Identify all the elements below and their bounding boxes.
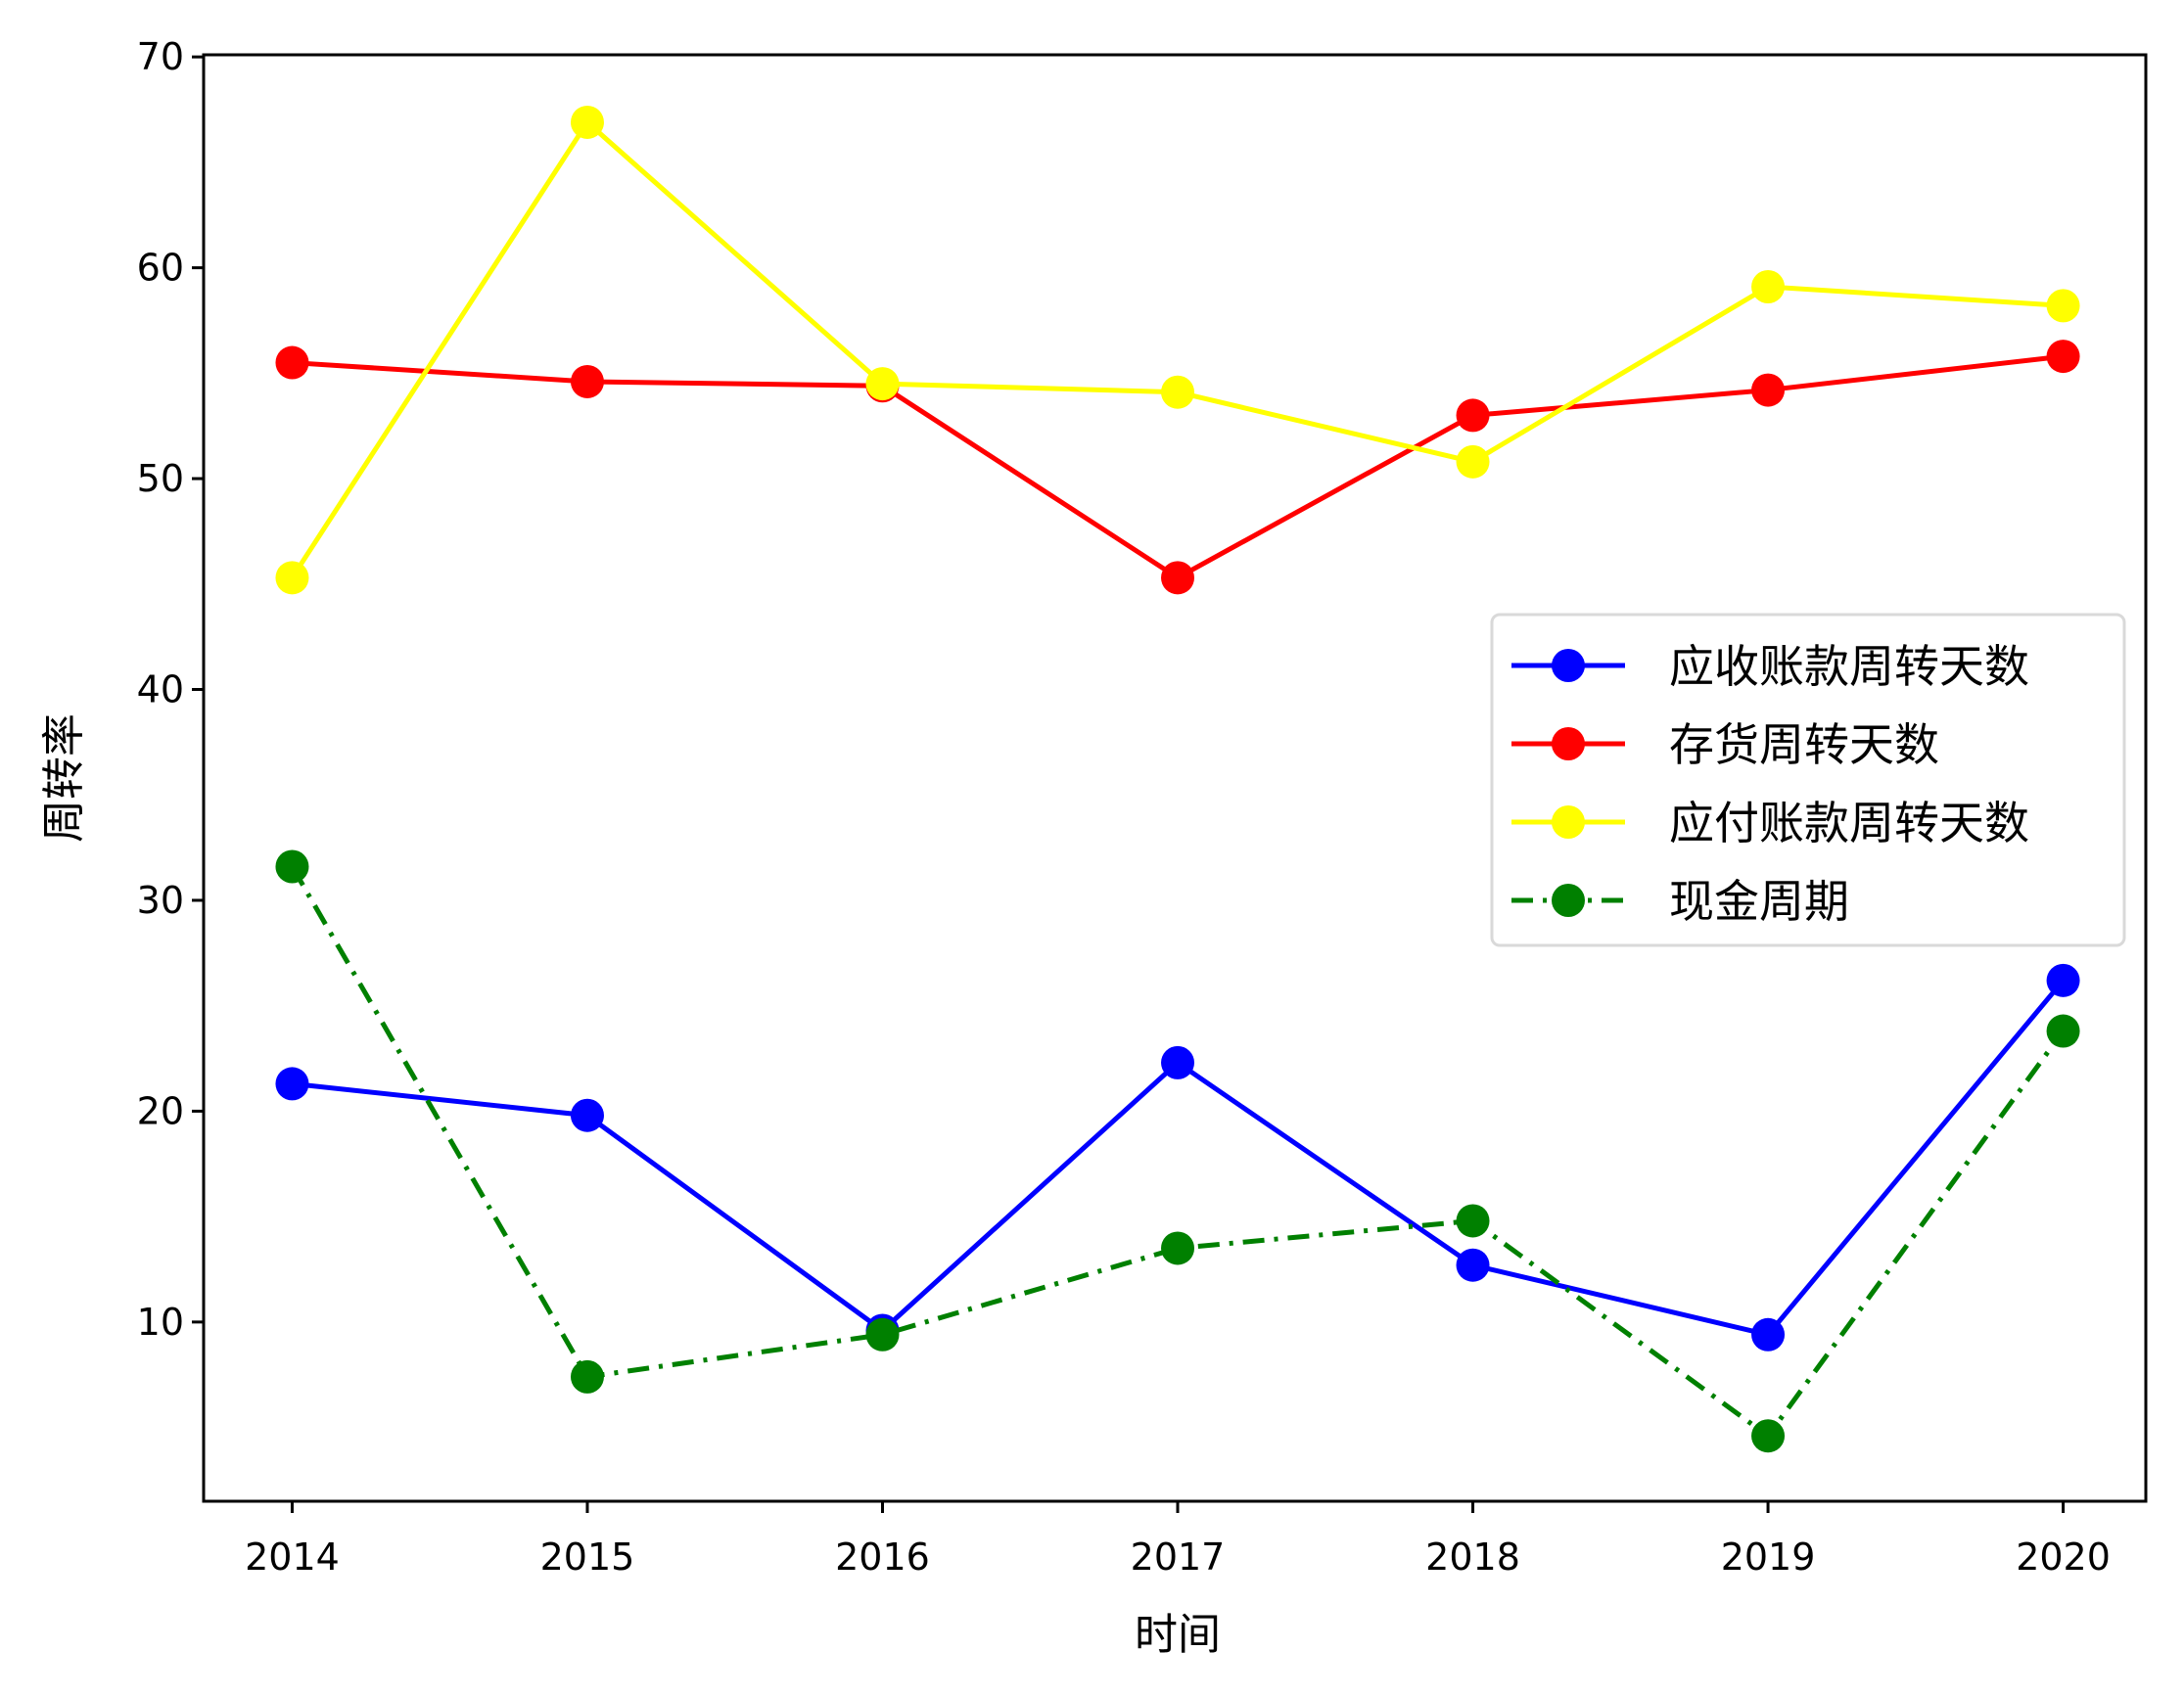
legend-item: 现金周期 (1511, 875, 1849, 928)
legend-item: 应收账款周转天数 (1511, 640, 2029, 693)
series-line (292, 979, 2066, 1338)
data-point-marker (2046, 340, 2080, 374)
data-point-marker (570, 364, 604, 398)
legend-label: 现金周期 (1669, 875, 1849, 928)
legend-label: 存货周转天数 (1669, 718, 1939, 771)
data-point-marker (570, 1359, 604, 1394)
legend-item: 存货周转天数 (1511, 718, 1939, 771)
legend-frame (1490, 613, 2126, 947)
data-point-marker (1161, 375, 1195, 409)
y-tick-label: 30 (137, 879, 184, 922)
data-point-marker (2046, 1014, 2080, 1048)
x-tick-label: 2019 (1721, 1536, 1816, 1579)
y-tick-label: 10 (137, 1301, 184, 1344)
data-point-marker (865, 1317, 900, 1352)
data-point-marker (1751, 373, 1786, 407)
series-line (290, 865, 2066, 1440)
x-tick-label: 2020 (2016, 1536, 2111, 1579)
legend-marker-swatch (1552, 649, 1585, 682)
data-point-marker (865, 367, 900, 401)
data-point-marker (275, 561, 309, 595)
data-point-marker (1456, 1204, 1490, 1238)
y-axis-label: 周转率 (39, 713, 89, 843)
data-point-marker (275, 345, 309, 380)
y-tick-label: 40 (137, 668, 184, 711)
y-axis: 10 20 30 40 50 60 70 (137, 35, 204, 1344)
legend-marker-swatch (1552, 805, 1585, 839)
data-point-marker (1456, 1248, 1490, 1282)
data-point-marker (1456, 444, 1490, 479)
data-point-marker (1161, 561, 1195, 595)
legend-item: 应付账款周转天数 (1511, 797, 2029, 849)
data-point-marker (1161, 1045, 1195, 1079)
x-tick-label: 2014 (245, 1536, 340, 1579)
x-axis: 2014 2015 2016 2017 2018 2019 2020 (245, 1501, 2111, 1579)
series-3 (275, 849, 2080, 1453)
series-line (290, 118, 2064, 579)
y-tick-label: 20 (137, 1089, 184, 1132)
x-tick-label: 2018 (1425, 1536, 1520, 1579)
data-point-marker (1161, 1231, 1195, 1265)
legend-label: 应付账款周转天数 (1669, 797, 2029, 849)
legend-label: 应收账款周转天数 (1669, 640, 2029, 693)
data-point-marker (1456, 398, 1490, 433)
x-tick-label: 2016 (835, 1536, 930, 1579)
legend-marker-swatch (1552, 727, 1585, 760)
series-2 (275, 105, 2080, 595)
data-point-marker (570, 1098, 604, 1132)
data-point-marker (275, 849, 309, 884)
data-point-marker (2046, 289, 2080, 323)
y-tick-label: 50 (137, 457, 184, 500)
y-tick-label: 60 (137, 247, 184, 290)
y-tick-label: 70 (137, 35, 184, 78)
plot-frame (202, 53, 2148, 1503)
plot-series-group (275, 105, 2080, 1453)
legend-marker-swatch (1552, 884, 1585, 917)
x-axis-label: 时间 (1135, 1610, 1221, 1660)
x-tick-label: 2015 (540, 1536, 635, 1579)
series-0 (275, 963, 2080, 1352)
data-point-marker (1751, 1317, 1786, 1352)
x-tick-label: 2017 (1131, 1536, 1226, 1579)
data-point-marker (275, 1067, 309, 1101)
data-point-marker (2046, 963, 2080, 997)
data-point-marker (1751, 269, 1786, 303)
data-point-marker (1751, 1419, 1786, 1453)
data-point-marker (570, 105, 604, 139)
